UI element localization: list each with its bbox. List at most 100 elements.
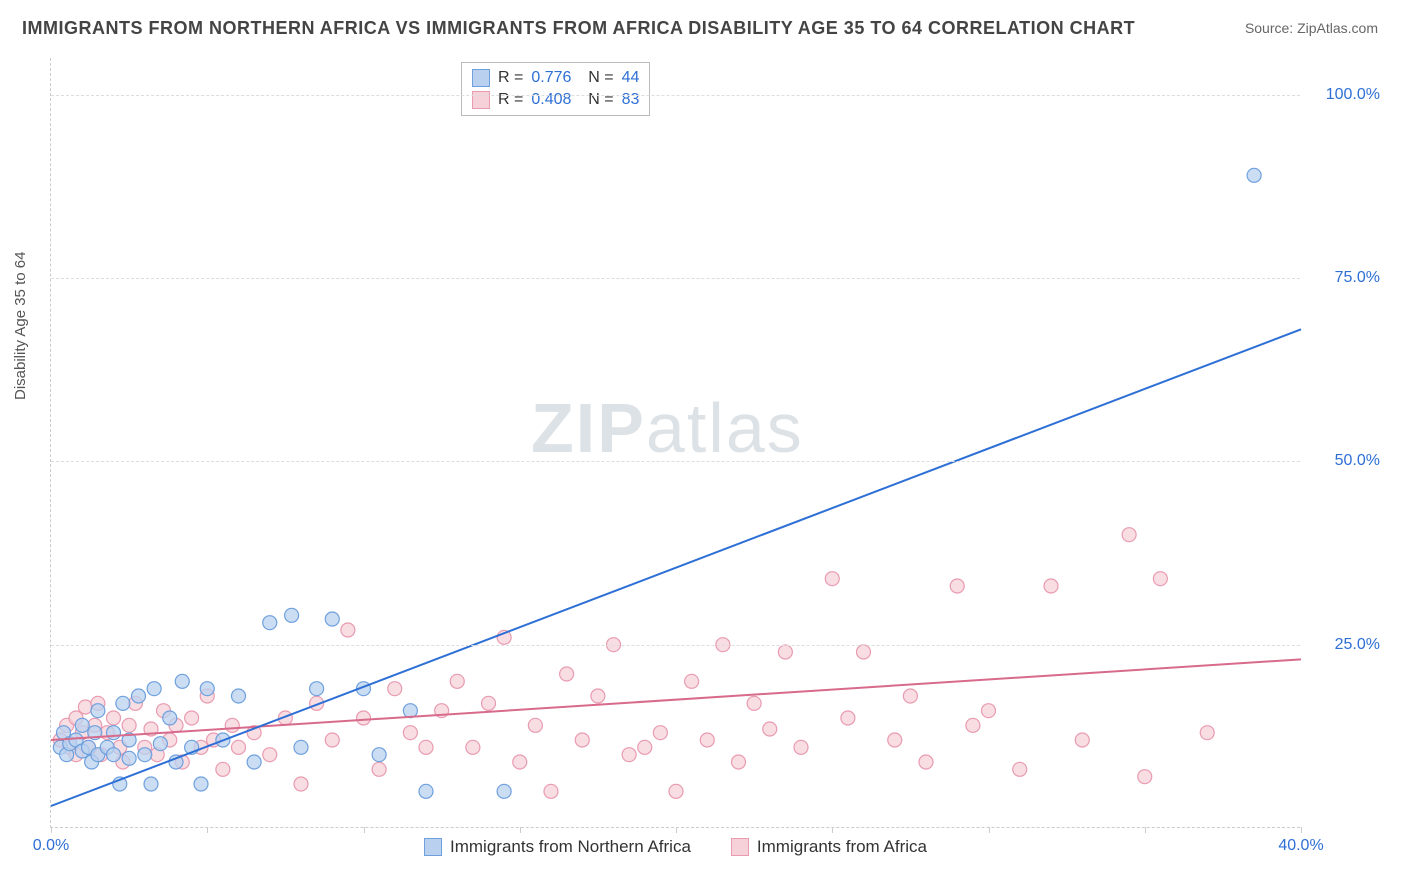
y-tick-label: 50.0% xyxy=(1310,452,1380,470)
data-point xyxy=(147,682,161,696)
data-point xyxy=(950,579,964,593)
y-tick-label: 100.0% xyxy=(1310,86,1380,104)
x-tick xyxy=(1301,827,1302,833)
data-point xyxy=(1200,726,1214,740)
data-point xyxy=(200,682,214,696)
data-point xyxy=(75,718,89,732)
data-point xyxy=(163,711,177,725)
data-point xyxy=(450,674,464,688)
data-point xyxy=(778,645,792,659)
data-point xyxy=(1153,572,1167,586)
data-point xyxy=(1122,528,1136,542)
data-point xyxy=(466,740,480,754)
legend-label-series-1: Immigrants from Northern Africa xyxy=(450,837,691,857)
data-point xyxy=(341,623,355,637)
chart-title: IMMIGRANTS FROM NORTHERN AFRICA VS IMMIG… xyxy=(22,18,1135,39)
data-point xyxy=(1044,579,1058,593)
data-point xyxy=(185,711,199,725)
data-point xyxy=(794,740,808,754)
plot-svg xyxy=(51,58,1300,827)
gridline xyxy=(51,278,1300,279)
data-point xyxy=(591,689,605,703)
x-tick xyxy=(676,827,677,833)
data-point xyxy=(132,689,146,703)
y-axis-label: Disability Age 35 to 64 xyxy=(12,252,29,400)
data-point xyxy=(653,726,667,740)
data-point xyxy=(685,674,699,688)
data-point xyxy=(107,748,121,762)
data-point xyxy=(560,667,574,681)
data-point xyxy=(763,722,777,736)
data-point xyxy=(403,726,417,740)
data-point xyxy=(419,784,433,798)
data-point xyxy=(513,755,527,769)
data-point xyxy=(325,733,339,747)
data-point xyxy=(888,733,902,747)
data-point xyxy=(263,616,277,630)
swatch-series-2-b xyxy=(731,838,749,856)
x-tick xyxy=(207,827,208,833)
data-point xyxy=(528,718,542,732)
data-point xyxy=(78,700,92,714)
trend-line xyxy=(51,329,1301,806)
data-point xyxy=(138,748,152,762)
legend-series: Immigrants from Northern Africa Immigran… xyxy=(51,837,1300,857)
x-tick xyxy=(989,827,990,833)
data-point xyxy=(294,777,308,791)
data-point xyxy=(544,784,558,798)
data-point xyxy=(122,718,136,732)
data-point xyxy=(419,740,433,754)
y-tick-label: 25.0% xyxy=(1310,636,1380,654)
data-point xyxy=(247,755,261,769)
legend-label-series-2: Immigrants from Africa xyxy=(757,837,927,857)
data-point xyxy=(966,718,980,732)
data-point xyxy=(638,740,652,754)
data-point xyxy=(732,755,746,769)
data-point xyxy=(144,777,158,791)
data-point xyxy=(310,682,324,696)
source-attribution: Source: ZipAtlas.com xyxy=(1245,20,1378,36)
legend-item-series-1: Immigrants from Northern Africa xyxy=(424,837,691,857)
data-point xyxy=(669,784,683,798)
x-tick xyxy=(1145,827,1146,833)
gridline xyxy=(51,95,1300,96)
x-tick xyxy=(832,827,833,833)
data-point xyxy=(747,696,761,710)
data-point xyxy=(232,740,246,754)
x-tick xyxy=(51,827,52,833)
data-point xyxy=(122,751,136,765)
data-point xyxy=(107,726,121,740)
data-point xyxy=(903,689,917,703)
data-point xyxy=(285,608,299,622)
plot-area: ZIPatlas R = 0.776 N = 44 R = 0.408 N = … xyxy=(50,58,1300,828)
x-tick xyxy=(520,827,521,833)
data-point xyxy=(841,711,855,725)
data-point xyxy=(116,696,130,710)
data-point xyxy=(225,718,239,732)
data-point xyxy=(325,612,339,626)
data-point xyxy=(357,711,371,725)
data-point xyxy=(194,777,208,791)
data-point xyxy=(622,748,636,762)
data-point xyxy=(294,740,308,754)
x-tick xyxy=(364,827,365,833)
gridline xyxy=(51,461,1300,462)
data-point xyxy=(482,696,496,710)
data-point xyxy=(175,674,189,688)
data-point xyxy=(372,748,386,762)
data-point xyxy=(1247,168,1261,182)
data-point xyxy=(700,733,714,747)
data-point xyxy=(216,762,230,776)
data-point xyxy=(232,689,246,703)
data-point xyxy=(825,572,839,586)
data-point xyxy=(1013,762,1027,776)
data-point xyxy=(107,711,121,725)
data-point xyxy=(263,748,277,762)
data-point xyxy=(857,645,871,659)
data-point xyxy=(372,762,386,776)
data-point xyxy=(1075,733,1089,747)
data-point xyxy=(153,737,167,751)
gridline xyxy=(51,645,1300,646)
data-point xyxy=(497,784,511,798)
data-point xyxy=(91,704,105,718)
